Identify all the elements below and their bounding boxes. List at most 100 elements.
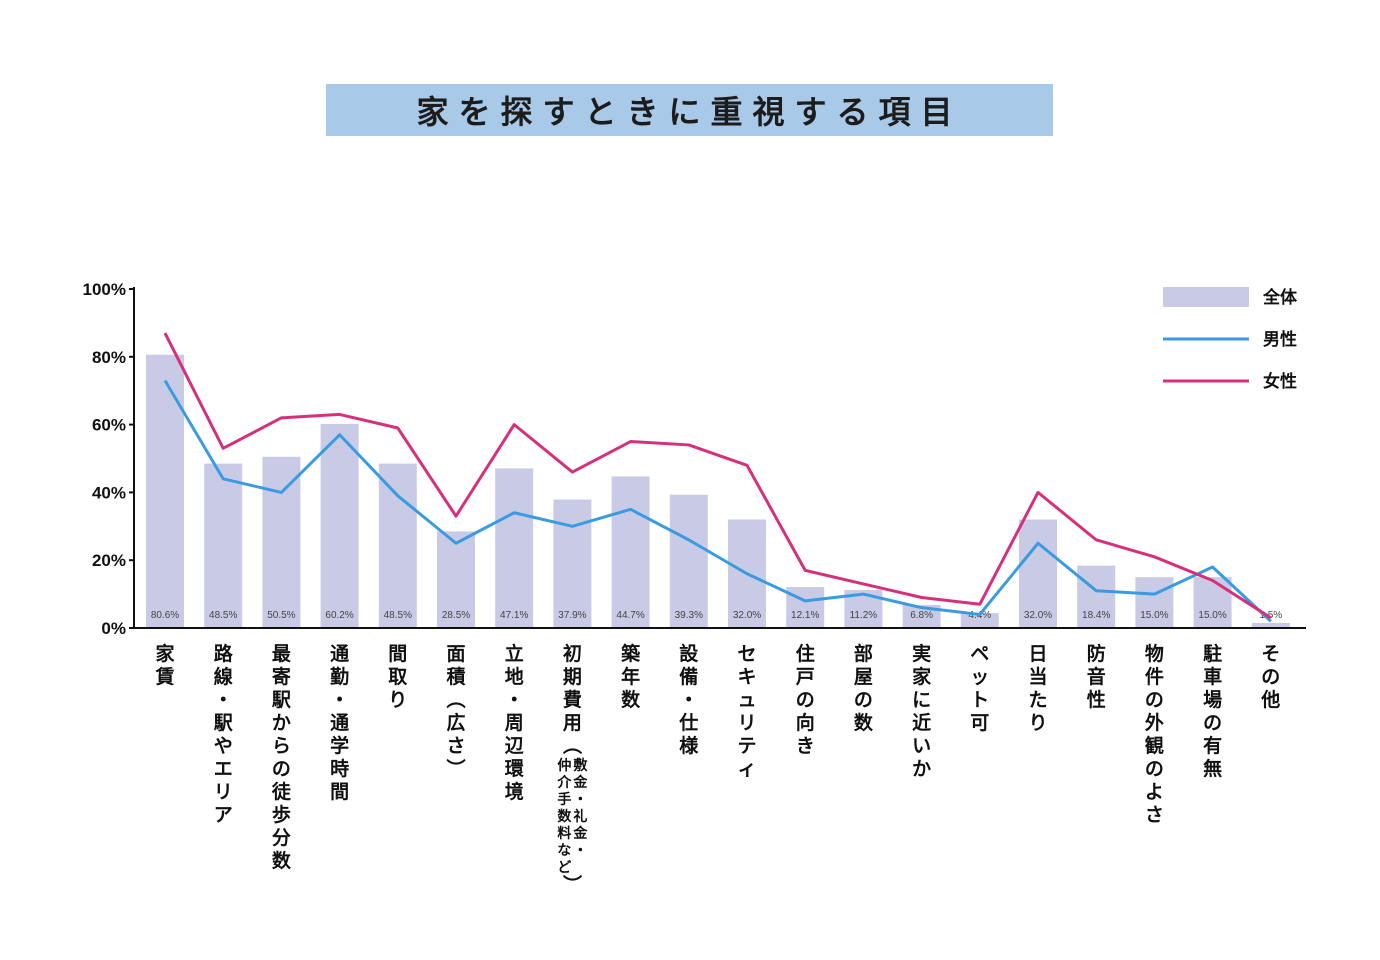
- svg-text:・: ・: [679, 689, 698, 711]
- bar-data-label-13: 6.8%: [910, 610, 933, 621]
- svg-text:音: 音: [1087, 665, 1106, 688]
- svg-text:学: 学: [330, 734, 349, 757]
- svg-text:備: 備: [679, 665, 698, 688]
- x-tick-label-16: 防音性: [1087, 642, 1106, 711]
- svg-text:取: 取: [388, 666, 407, 688]
- svg-text:キ: キ: [737, 666, 756, 688]
- svg-text:向: 向: [796, 711, 815, 734]
- x-tick-label-5: 面積（ 広さ）: [444, 643, 467, 778]
- bar-data-label-2: 50.5%: [267, 610, 295, 621]
- svg-text:）: ）: [560, 874, 583, 893]
- svg-text:寄: 寄: [272, 665, 291, 688]
- svg-text:ト: ト: [970, 689, 989, 711]
- svg-text:初: 初: [563, 642, 582, 665]
- svg-text:か: か: [912, 758, 931, 780]
- x-tick-label-19: その他: [1260, 643, 1280, 711]
- bar-1: [204, 463, 243, 628]
- svg-text:礼: 礼: [573, 808, 587, 825]
- svg-text:り: り: [388, 689, 407, 711]
- bar-18: [1193, 577, 1232, 628]
- svg-text:（: （: [560, 735, 583, 754]
- svg-text:よ: よ: [1145, 781, 1164, 803]
- svg-text:い: い: [912, 735, 931, 757]
- svg-text:家: 家: [155, 642, 175, 665]
- bar-data-label-15: 32.0%: [1024, 610, 1052, 621]
- bar-data-label-3: 60.2%: [325, 610, 353, 621]
- svg-text:家: 家: [912, 665, 932, 688]
- svg-text:近: 近: [912, 712, 931, 734]
- svg-text:積: 積: [446, 665, 465, 688]
- bar-data-label-9: 39.3%: [675, 610, 703, 621]
- legend-label-all: 全体: [1262, 287, 1298, 308]
- svg-text:面: 面: [446, 643, 465, 665]
- svg-text:屋: 屋: [854, 666, 873, 688]
- svg-text:介: 介: [556, 774, 572, 791]
- bar-data-label-11: 12.1%: [791, 610, 819, 621]
- svg-text:仕: 仕: [678, 711, 698, 734]
- bar-data-label-19: 1.5%: [1259, 610, 1282, 621]
- svg-text:た: た: [1028, 689, 1047, 711]
- svg-text:か: か: [272, 712, 291, 734]
- x-tick-label-4: 間取り: [388, 643, 407, 711]
- svg-text:勤: 勤: [330, 665, 349, 688]
- svg-text:環: 環: [505, 758, 525, 780]
- svg-text:の: の: [1203, 712, 1222, 734]
- y-tick-label-5: 100%: [83, 280, 126, 299]
- bar-0: [146, 354, 184, 628]
- svg-text:・: ・: [330, 689, 349, 711]
- svg-text:用: 用: [563, 712, 582, 734]
- svg-text:リ: リ: [214, 781, 233, 803]
- svg-text:駅: 駅: [213, 712, 234, 734]
- svg-text:数: 数: [272, 849, 292, 872]
- bar-data-label-18: 15.0%: [1198, 610, 1226, 621]
- svg-text:他: 他: [1260, 688, 1280, 711]
- svg-text:物: 物: [1145, 642, 1164, 665]
- bar-data-label-1: 48.5%: [209, 610, 237, 621]
- bar-6: [495, 468, 534, 628]
- svg-text:地: 地: [505, 665, 524, 688]
- svg-text:ュ: ュ: [737, 689, 756, 711]
- bar-8: [611, 476, 650, 628]
- svg-text:セ: セ: [737, 643, 756, 665]
- svg-text:リ: リ: [737, 712, 756, 734]
- chart-title: 家を探すときに重視する項目: [416, 93, 963, 131]
- svg-text:ア: ア: [214, 804, 233, 826]
- svg-text:件: 件: [1145, 665, 1164, 688]
- bar-data-label-10: 32.0%: [733, 610, 761, 621]
- female-line: [163, 332, 1272, 620]
- svg-text:駅: 駅: [271, 689, 292, 711]
- svg-text:年: 年: [621, 665, 640, 688]
- svg-text:テ: テ: [737, 735, 756, 757]
- svg-text:性: 性: [1087, 688, 1106, 711]
- svg-text:実: 実: [912, 642, 931, 665]
- svg-text:の: の: [854, 689, 873, 711]
- svg-text:通: 通: [330, 643, 350, 665]
- svg-text:・: ・: [573, 843, 587, 859]
- svg-text:・: ・: [505, 689, 524, 711]
- svg-text:の: の: [272, 758, 291, 780]
- svg-text:り: り: [1028, 712, 1047, 734]
- bar-17: [1135, 577, 1174, 628]
- svg-text:金: 金: [572, 774, 588, 791]
- svg-text:様: 様: [679, 734, 699, 757]
- svg-text:の: の: [1145, 689, 1164, 711]
- svg-text:数: 数: [557, 808, 572, 825]
- bar-15: [1019, 519, 1057, 628]
- svg-text:（: （: [444, 689, 467, 708]
- bar-data-label-16: 18.4%: [1082, 610, 1110, 621]
- svg-text:可: 可: [970, 712, 989, 734]
- svg-text:さ: さ: [1145, 804, 1164, 826]
- svg-text:分: 分: [272, 827, 291, 849]
- svg-text:敷: 敷: [573, 757, 588, 774]
- svg-text:通: 通: [330, 712, 350, 734]
- svg-text:辺: 辺: [505, 735, 524, 757]
- svg-text:の: の: [796, 689, 815, 711]
- svg-text:車: 車: [1203, 665, 1222, 688]
- svg-text:周: 周: [505, 712, 524, 734]
